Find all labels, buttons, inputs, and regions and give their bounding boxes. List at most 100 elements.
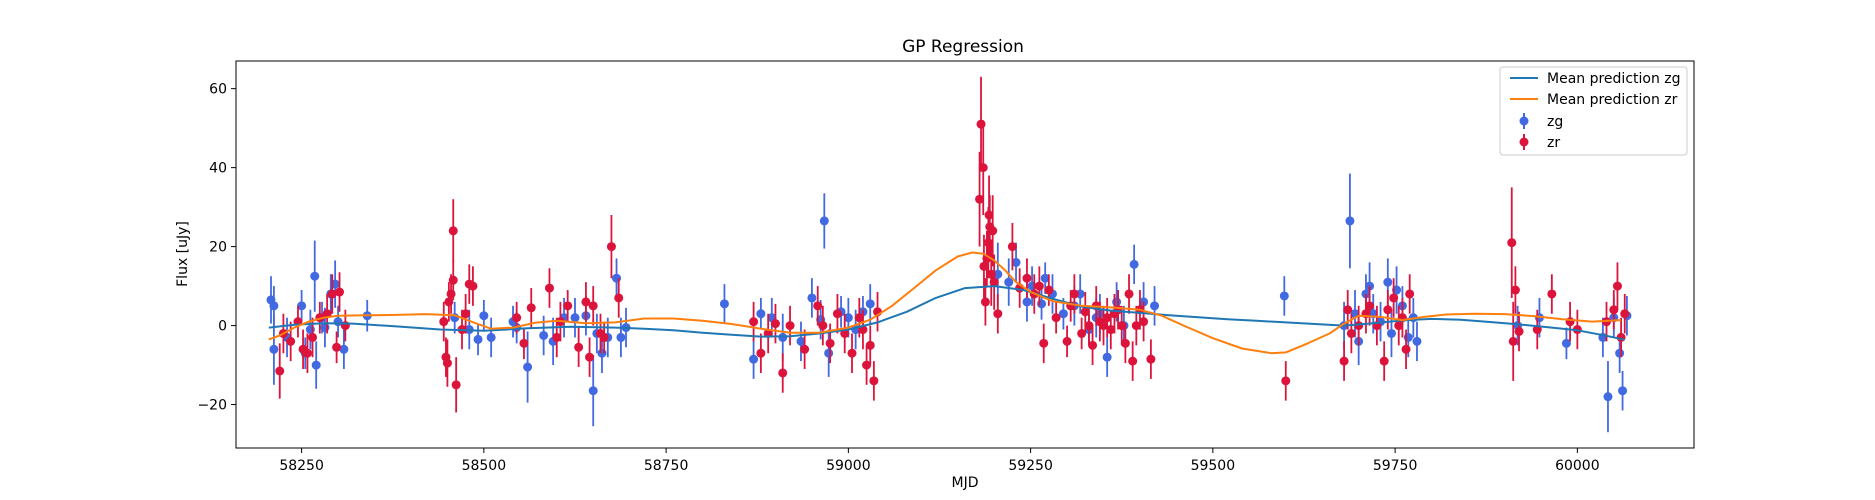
data-point [1011,257,1021,267]
x-tick-label: 59750 [1373,458,1418,474]
data-point [588,301,598,311]
data-point [832,309,842,319]
x-tick-label: 59250 [1008,458,1053,474]
data-point [616,332,626,342]
data-point [819,216,829,226]
data-point [993,309,1003,319]
data-point [1117,321,1127,331]
data-point [1034,281,1044,291]
legend-swatch-zr-points [1519,137,1529,147]
data-point [305,325,315,335]
data-point [1131,321,1141,331]
data-point [980,297,990,307]
data-point [486,332,496,342]
data-point [1346,328,1356,338]
data-point [451,380,461,390]
data-point [1394,321,1404,331]
data-point [1412,336,1422,346]
data-point [1062,336,1072,346]
data-point [1389,293,1399,303]
legend-label-zr-points: zr [1547,135,1560,151]
data-point [612,273,622,283]
data-point [570,313,580,323]
data-point [1058,309,1068,319]
data-point [539,330,549,340]
data-point [1547,289,1557,299]
data-point [1612,281,1622,291]
data-point [1514,327,1524,337]
data-point [1615,348,1625,358]
data-point [308,332,318,342]
data-point [1004,277,1014,287]
data-point [1037,299,1047,309]
mean-line-zg [268,285,1625,341]
data-point [862,360,872,370]
data-point [1129,259,1139,269]
data-point [1102,352,1112,362]
data-point [854,313,864,323]
data-point [989,277,999,287]
data-point [1403,332,1413,342]
data-point [1112,297,1122,307]
y-tick-label: 0 [218,319,227,335]
x-axis: 58250 58500 58750 59000 59250 59500 59750 60000 [279,448,1600,474]
data-point [606,242,616,252]
data-point [1383,305,1393,315]
data-point [340,321,350,331]
data-point [1365,301,1375,311]
data-point [976,119,986,129]
data-point [468,281,478,291]
data-point [1565,317,1575,327]
data-point [1603,392,1613,402]
data-point [1150,301,1160,311]
data-point [1620,309,1630,319]
data-point [1106,325,1116,335]
chart-title: GP Regression [902,37,1024,57]
data-point [335,287,345,297]
x-tick-label: 60000 [1555,458,1600,474]
x-tick-label: 58250 [279,458,324,474]
data-point [807,293,817,303]
data-point [1007,242,1017,252]
data-point [614,293,624,303]
data-point [1618,386,1628,396]
data-point [847,348,857,358]
y-tick-label: 60 [209,82,227,98]
data-point [1040,273,1050,283]
data-point [302,348,312,358]
data-point [1561,338,1571,348]
data-point [756,348,766,358]
data-point [523,362,533,372]
mean-line-zr [268,251,1622,355]
data-point [1345,216,1355,226]
data-point [588,386,598,396]
y-axis: −20 0 20 40 60 [197,82,236,414]
data-point [1128,356,1138,366]
data-point [813,301,823,311]
data-point [818,321,828,331]
data-point [311,360,321,370]
data-point [526,303,536,313]
data-point [1077,328,1087,338]
legend-label-zr-line: Mean prediction zr [1547,92,1678,108]
x-tick-label: 59500 [1191,458,1236,474]
data-point [993,269,1003,279]
data-point [1044,285,1054,295]
data-point [581,297,591,307]
plot-frame [235,60,1695,449]
data-point [269,344,279,354]
data-point [825,338,835,348]
legend: Mean prediction zg Mean prediction zr zg… [1499,66,1688,156]
data-point [269,301,279,311]
data-point [1139,317,1149,327]
data-point [512,313,522,323]
data-point [1051,313,1061,323]
data-point [1022,273,1032,283]
data-point [778,332,788,342]
y-tick-label: 40 [209,161,227,177]
data-point [1401,344,1411,354]
data-point [448,226,458,236]
data-point [563,301,573,311]
x-tick-label: 58750 [644,458,689,474]
